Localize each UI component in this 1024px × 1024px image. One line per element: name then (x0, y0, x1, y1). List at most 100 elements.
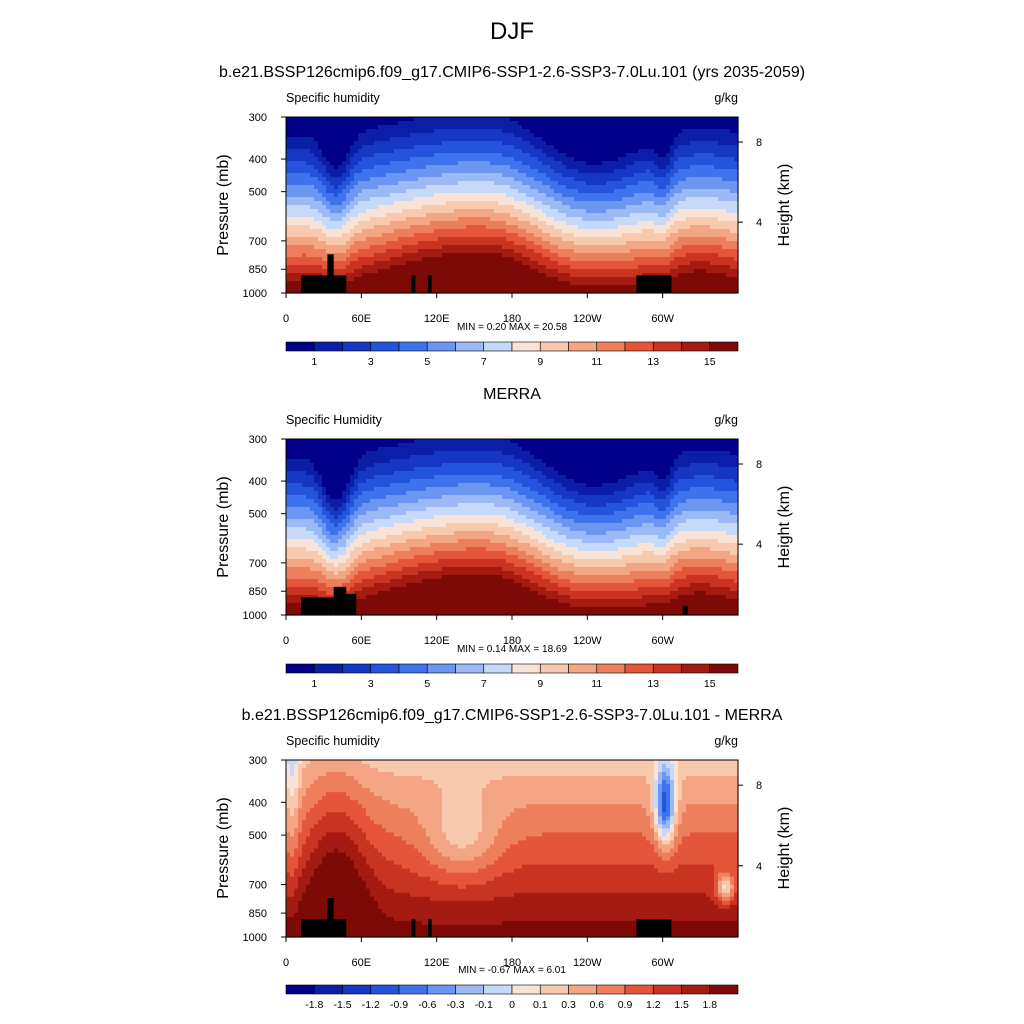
contour-cell (690, 169, 695, 174)
contour-cell (406, 189, 411, 194)
contour-cell (694, 225, 699, 230)
contour-cell (634, 217, 639, 222)
contour-cell (602, 249, 607, 254)
contour-cell (538, 189, 543, 194)
contour-cell (658, 125, 663, 130)
contour-cell (446, 229, 451, 234)
contour-cell (330, 241, 335, 246)
contour-cell (514, 117, 519, 122)
contour-cell (562, 261, 567, 266)
contour-cell (290, 237, 295, 242)
contour-cell (298, 277, 303, 282)
contour-cell (418, 165, 423, 170)
contour-cell (722, 121, 727, 126)
contour-cell (362, 241, 367, 246)
contour-cell (290, 229, 295, 234)
contour-cell (414, 205, 419, 210)
contour-cell (306, 225, 311, 230)
contour-cell (314, 209, 319, 214)
contour-cell (310, 269, 315, 274)
contour-cell (554, 273, 559, 278)
contour-cell (410, 137, 415, 142)
contour-cell (378, 157, 383, 162)
contour-cell (562, 213, 567, 218)
contour-cell (554, 281, 559, 286)
contour-cell (338, 149, 343, 154)
contour-cell (394, 189, 399, 194)
contour-cell (486, 141, 491, 146)
contour-cell (550, 249, 555, 254)
contour-cell (526, 193, 531, 198)
contour-cell (642, 269, 647, 274)
contour-cell (286, 153, 291, 158)
contour-cell (390, 265, 395, 270)
contour-cell (494, 265, 499, 270)
contour-cell (374, 281, 379, 286)
contour-cell (362, 265, 367, 270)
contour-cell (330, 237, 335, 242)
contour-cell (558, 185, 563, 190)
contour-cell (418, 269, 423, 274)
contour-cell (306, 149, 311, 154)
contour-cell (406, 173, 411, 178)
contour-cell (446, 245, 451, 250)
contour-cell (578, 161, 583, 166)
contour-cell (446, 225, 451, 230)
contour-cell (610, 153, 615, 158)
contour-cell (574, 285, 579, 290)
contour-cell (322, 249, 327, 254)
contour-cell (410, 177, 415, 182)
contour-cell (358, 241, 363, 246)
contour-cell (606, 121, 611, 126)
contour-cell (514, 213, 519, 218)
contour-cell (486, 269, 491, 274)
contour-cell (622, 209, 627, 214)
contour-cell (614, 157, 619, 162)
contour-cell (654, 161, 659, 166)
contour-cell (326, 213, 331, 218)
contour-cell (430, 229, 435, 234)
contour-cell (434, 249, 439, 254)
contour-cell (362, 289, 367, 294)
contour-cell (458, 157, 463, 162)
contour-cell (314, 193, 319, 198)
contour-cell (590, 229, 595, 234)
contour-cell (434, 193, 439, 198)
contour-cell (498, 245, 503, 250)
contour-cell (634, 221, 639, 226)
contour-cell (410, 229, 415, 234)
contour-cell (438, 249, 443, 254)
contour-cell (566, 277, 571, 282)
contour-cell (582, 157, 587, 162)
contour-cell (618, 137, 623, 142)
contour-cell (726, 253, 731, 258)
contour-cell (434, 149, 439, 154)
contour-cell (310, 153, 315, 158)
contour-cell (622, 289, 627, 294)
contour-cell (670, 173, 675, 178)
contour-cell (606, 193, 611, 198)
contour-cell (662, 193, 667, 198)
contour-cell (494, 173, 499, 178)
contour-cell (554, 233, 559, 238)
contour-cell (698, 149, 703, 154)
contour-cell (566, 141, 571, 146)
contour-cell (510, 161, 515, 166)
contour-cell (734, 237, 739, 242)
contour-cell (614, 117, 619, 122)
contour-cell (638, 257, 643, 262)
contour-cell (586, 225, 591, 230)
contour-cell (382, 269, 387, 274)
contour-cell (478, 185, 483, 190)
contour-cell (286, 209, 291, 214)
contour-cell (386, 153, 391, 158)
contour-cell (406, 137, 411, 142)
contour-cell (486, 205, 491, 210)
contour-cell (586, 177, 591, 182)
contour-cell (330, 225, 335, 230)
contour-cell (554, 285, 559, 290)
contour-cell (334, 173, 339, 178)
contour-cell (378, 165, 383, 170)
contour-cell (490, 137, 495, 142)
contour-cell (406, 169, 411, 174)
